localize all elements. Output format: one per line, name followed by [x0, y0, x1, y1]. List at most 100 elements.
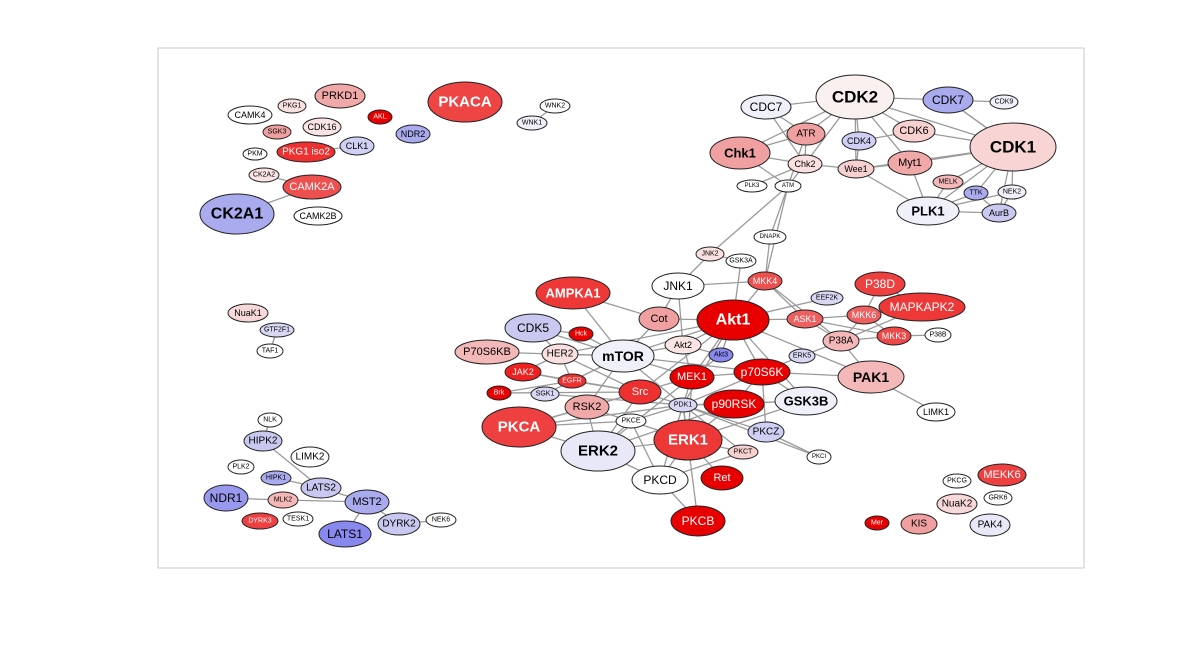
node-shape: [300, 477, 342, 499]
node-shape: [539, 98, 571, 114]
node-pkci: PKCI: [806, 449, 832, 465]
node-jak2: JAK2: [504, 362, 542, 382]
node-pkcz: PKCZ: [747, 421, 785, 443]
node-label: NEK6: [432, 517, 450, 524]
node-label: PKCG: [947, 478, 967, 485]
node-shape: [806, 449, 832, 465]
node-wnk2: WNK2: [539, 98, 571, 114]
node-shape: [425, 512, 457, 528]
node-label: PKCT: [734, 449, 753, 456]
node-cot: Cot: [638, 306, 680, 332]
node-shape: [618, 379, 662, 405]
node-shape: [664, 335, 702, 355]
edge-src-brk: [498, 391, 641, 394]
node-cdk2: CDK2: [815, 74, 895, 120]
node-sgk1: SGK1: [530, 386, 560, 402]
node-shape: [314, 83, 366, 109]
node-shape: [615, 413, 647, 429]
node-shape: [774, 179, 802, 193]
node-ask1: ASK1: [786, 309, 824, 329]
node-erk1: ERK1: [653, 419, 723, 461]
node-lats1: LATS1: [318, 520, 372, 548]
node-label: CDK7: [932, 93, 964, 107]
node-label: PKG1 iso2: [282, 147, 330, 158]
node-shape: [733, 358, 791, 386]
node-shape: [846, 305, 882, 325]
node-jnk1: JNK1: [651, 272, 705, 300]
node-label: HER2: [547, 349, 574, 360]
node-ret: Ret: [700, 465, 744, 491]
node-dnapk: DNAPK: [753, 229, 787, 245]
node-label: NDR2: [401, 129, 426, 139]
node-label: PLK1: [911, 204, 944, 219]
node-label: GSK3B: [784, 394, 829, 409]
node-grk6: GRK6: [983, 490, 1013, 506]
node-label: MLK2: [274, 497, 292, 504]
node-shape: [591, 339, 655, 373]
node-shape: [983, 490, 1013, 506]
node-limk2: LIMK2: [290, 446, 330, 468]
node-label: MST2: [352, 496, 381, 508]
node-akt1: Akt1: [696, 299, 770, 341]
node-p38d: P38D: [854, 271, 906, 297]
node-label: PAK1: [853, 369, 890, 385]
node-cdk9: CDK9: [989, 94, 1019, 110]
node-shape: [241, 512, 279, 530]
node-shape: [786, 309, 824, 329]
node-shape: [227, 105, 273, 125]
node-label: CLK1: [346, 141, 369, 151]
node-mtor: mTOR: [591, 339, 655, 373]
node-label: Myt1: [898, 157, 922, 169]
node-label: PKCA: [498, 419, 541, 436]
edge-atm-jnk2: [709, 185, 789, 255]
node-shape: [747, 421, 785, 443]
node-label: ATM: [782, 183, 794, 189]
node-shape: [481, 406, 557, 448]
node-label: GSK3A: [729, 258, 753, 265]
node-cdk4: CDK4: [841, 131, 877, 151]
node-shape: [535, 276, 611, 310]
node-mlk2: MLK2: [267, 491, 299, 509]
node-erk5: ERK5: [788, 348, 816, 364]
node-label: JAK2: [512, 367, 534, 377]
node-shape: [695, 246, 725, 262]
node-shape: [788, 348, 816, 364]
node-label: LATS2: [306, 483, 336, 494]
node-pkg1-iso2: PKG1 iso2: [276, 141, 336, 163]
node-shape: [276, 141, 336, 163]
node-pkca: PKCA: [481, 406, 557, 448]
node-shape: [227, 303, 269, 323]
node-label: MKK4: [753, 276, 778, 286]
node-pkg1: PKG1: [277, 98, 307, 114]
node-shape: [876, 326, 912, 346]
node-shape: [896, 196, 960, 226]
node-shape: [302, 117, 342, 137]
node-clk1: CLK1: [339, 136, 375, 156]
node-shape: [753, 229, 787, 245]
node-label: NLK: [263, 417, 277, 424]
node-shape: [727, 444, 759, 460]
node-label: NDR1: [210, 491, 243, 505]
node-shape: [282, 511, 314, 527]
node-label: TAF1: [262, 348, 279, 355]
node-label: NuaK2: [942, 499, 973, 510]
node-shape: [248, 167, 280, 183]
edge-atm-dnapk: [769, 185, 789, 238]
node-mer: Mer: [864, 515, 890, 531]
node-p90rsk: p90RSK: [703, 389, 765, 419]
node-tesk1: TESK1: [282, 511, 314, 527]
node-shape: [257, 412, 283, 428]
node-shape: [262, 124, 292, 140]
node-label: PKM: [247, 151, 262, 158]
node-shape: [708, 347, 734, 363]
node-label: CDK6: [899, 125, 928, 137]
node-label: Akt1: [716, 312, 751, 329]
node-nuak2: NuaK2: [936, 493, 978, 515]
node-shape: [822, 330, 860, 352]
node-label: PKCE: [621, 418, 640, 425]
node-mek1: MEK1: [669, 364, 715, 390]
node-shape: [267, 491, 299, 509]
node-pkct: PKCT: [727, 444, 759, 460]
node-label: ATR: [796, 129, 815, 140]
node-shape: [696, 299, 770, 341]
